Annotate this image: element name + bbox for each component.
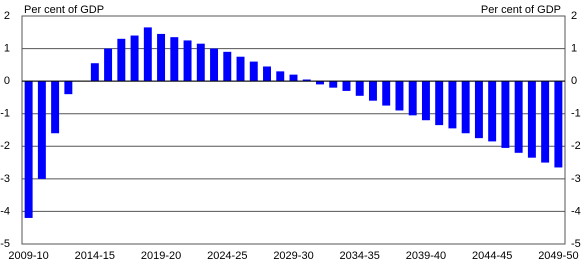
bar [355, 81, 364, 96]
y-tick-label: 2 [4, 10, 10, 22]
y-tick-label-right: -5 [571, 238, 581, 250]
bar [501, 81, 510, 148]
bar [196, 43, 205, 82]
bar [474, 81, 483, 139]
y-axis-label-left: Per cent of GDP [24, 4, 104, 16]
y-tick-label: -3 [0, 173, 10, 185]
bar [64, 81, 73, 95]
y-tick-label: -2 [0, 140, 10, 152]
y-tick-label: -5 [0, 238, 10, 250]
y-tick-label: -1 [0, 108, 10, 120]
bar [382, 81, 391, 106]
bar [170, 37, 179, 82]
y-tick-label: 0 [4, 75, 10, 87]
y-tick-label-right: -2 [571, 140, 581, 152]
bar [143, 27, 152, 82]
y-tick-label-right: -1 [571, 108, 581, 120]
bar [117, 38, 126, 82]
bar [461, 81, 470, 134]
bar [223, 51, 232, 82]
x-tick-label: 2034-35 [340, 250, 380, 262]
bar [395, 81, 404, 111]
bar [157, 33, 166, 82]
bar [183, 40, 192, 82]
bar [488, 81, 497, 142]
bar [421, 81, 430, 121]
bar [316, 81, 324, 85]
x-tick-label: 2019-20 [141, 250, 181, 262]
bar [514, 81, 523, 153]
bar [554, 81, 563, 168]
x-tick-label: 2029-30 [273, 250, 313, 262]
x-tick-label: 2009-10 [8, 250, 48, 262]
bar [90, 63, 99, 82]
y-tick-label-right: 0 [571, 75, 577, 87]
bar [263, 66, 271, 82]
bar [24, 81, 33, 218]
bar [448, 81, 457, 129]
x-tick-label: 2039-40 [406, 250, 446, 262]
y-tick-label-right: 2 [571, 10, 577, 22]
bar [51, 81, 60, 134]
bar [408, 81, 417, 116]
bar [329, 81, 338, 88]
y-tick-label: 1 [4, 42, 10, 54]
y-tick-label-right: -4 [571, 205, 581, 217]
bar [37, 81, 46, 179]
y-axis-label-right: Per cent of GDP [481, 4, 561, 16]
plot-frame [21, 15, 566, 245]
bar [130, 35, 139, 82]
bar [342, 81, 351, 91]
bar [236, 56, 245, 82]
bar [104, 48, 113, 82]
bar [289, 74, 298, 82]
y-tick-label-right: -3 [571, 173, 581, 185]
bar [435, 81, 444, 126]
x-tick-label: 2024-25 [207, 250, 247, 262]
bar [249, 61, 258, 82]
x-tick-label: 2044-45 [472, 250, 512, 262]
bar [276, 71, 285, 82]
bar [527, 81, 536, 158]
y-tick-label-right: 1 [571, 42, 577, 54]
bar [210, 48, 219, 82]
y-tick-label: -4 [0, 205, 10, 217]
bar [302, 79, 311, 82]
bar [368, 81, 377, 101]
x-tick-label: 2014-15 [75, 250, 115, 262]
x-tick-label: 2049-50 [538, 250, 578, 262]
bar [541, 81, 550, 163]
